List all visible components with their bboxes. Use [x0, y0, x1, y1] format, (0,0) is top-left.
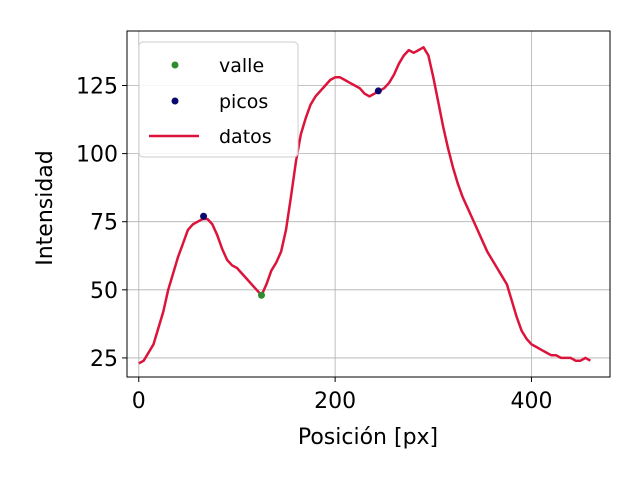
- x-tick-label: 200: [314, 389, 356, 414]
- series-line-datos: [138, 46, 592, 365]
- x-axis-label: Posición [px]: [298, 425, 438, 450]
- y-tick-label: 125: [76, 74, 118, 99]
- y-tick-label: 75: [90, 211, 118, 236]
- point-picos: [374, 87, 382, 95]
- legend-label-picos: picos: [219, 91, 268, 113]
- x-tick-label: 400: [510, 389, 552, 414]
- point-picos: [200, 212, 208, 220]
- y-tick-label: 100: [76, 143, 118, 168]
- legend: valle picos datos: [138, 41, 299, 158]
- y-tick-label: 25: [90, 347, 118, 372]
- x-tick-label: 0: [132, 389, 146, 414]
- axes-frame: [126, 30, 611, 378]
- legend-label-datos: datos: [219, 126, 272, 148]
- ticks: 0 200 400 25 50 75 100 125: [76, 74, 552, 414]
- y-tick-label: 50: [90, 279, 118, 304]
- legend-marker-picos: [171, 97, 179, 105]
- y-axis-label: Intensidad: [33, 150, 58, 266]
- plot-area: [138, 46, 592, 365]
- point-valle: [257, 291, 265, 299]
- legend-marker-valle: [171, 61, 179, 69]
- legend-box: [138, 41, 299, 158]
- legend-label-valle: valle: [219, 55, 264, 77]
